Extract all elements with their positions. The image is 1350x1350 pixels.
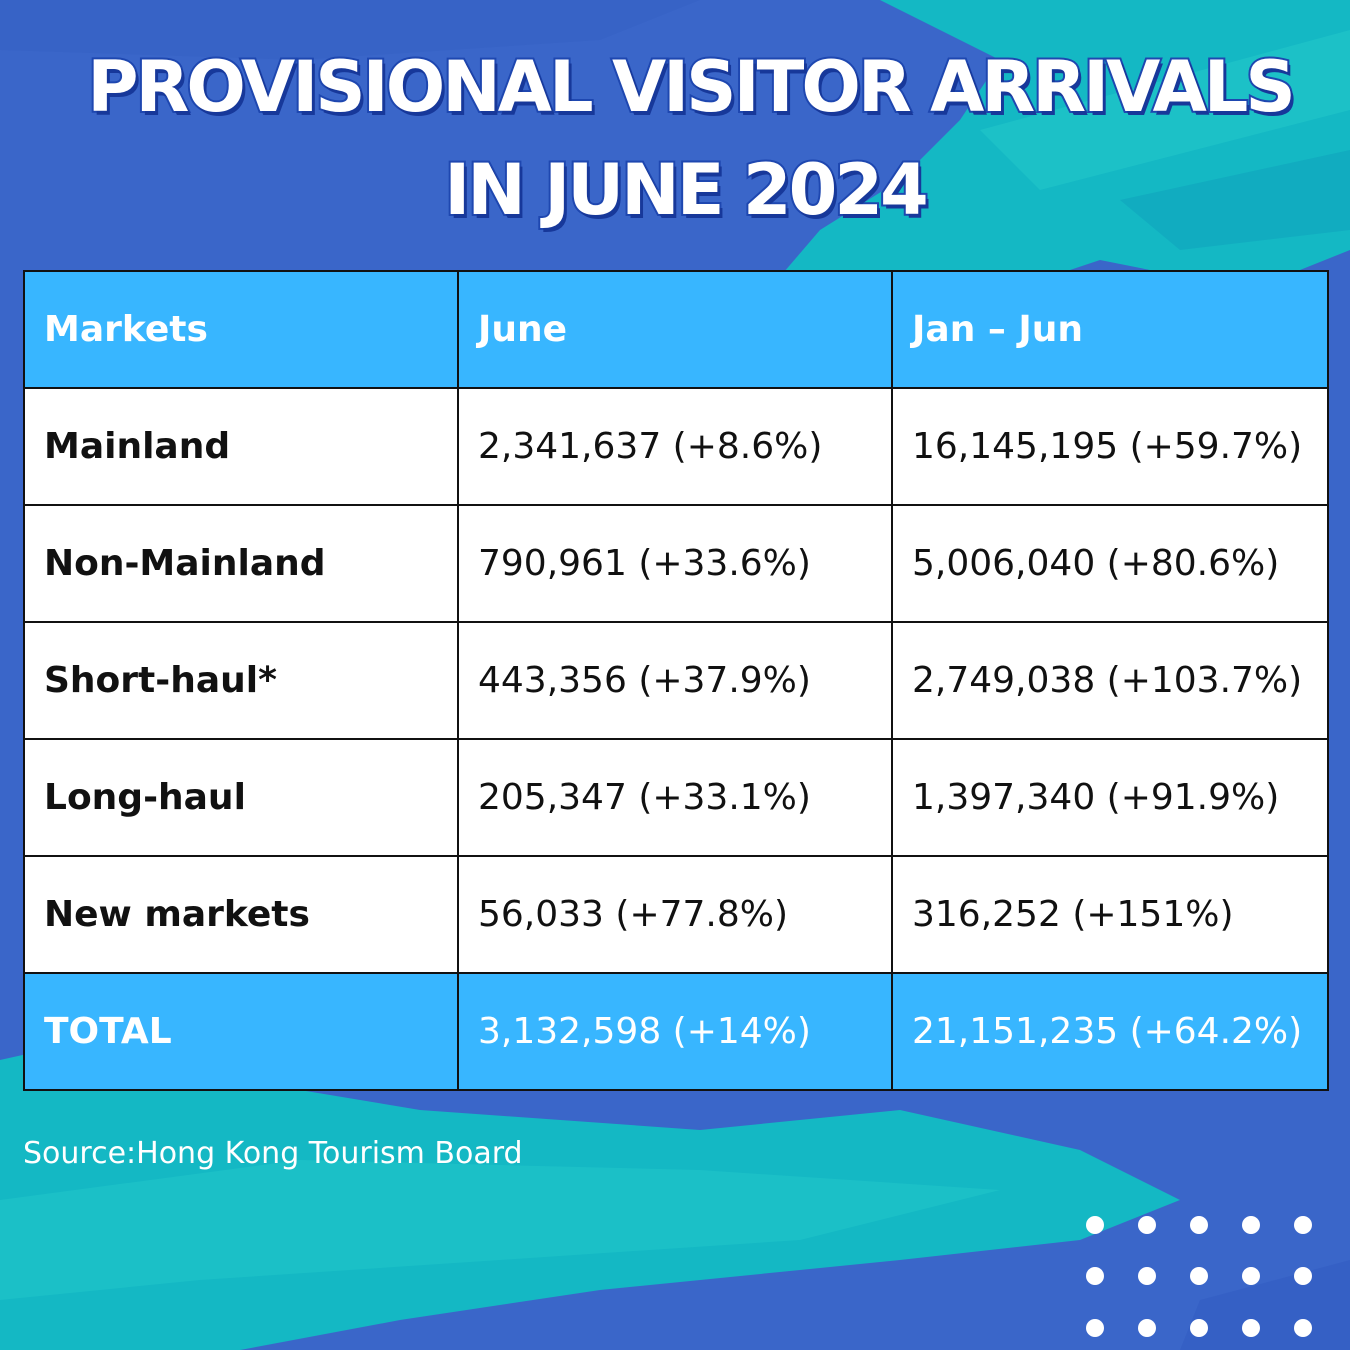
market-cell: New markets [23,855,459,974]
jan-jun-cell: 1,397,340 (+91.9%) [891,738,1329,857]
june-cell: 205,347 (+33.1%) [457,738,893,857]
table-header-row: Markets June Jan – Jun [23,270,1329,389]
decorative-dot-grid [1086,1216,1312,1337]
table-row: New markets 56,033 (+77.8%) 316,252 (+15… [23,855,1329,974]
market-cell: Non-Mainland [23,504,459,623]
header-jan-jun: Jan – Jun [891,270,1329,389]
header-june: June [457,270,893,389]
total-jan-jun-cell: 21,151,235 (+64.2%) [891,972,1329,1091]
june-cell: 2,341,637 (+8.6%) [457,387,893,506]
jan-jun-cell: 2,749,038 (+103.7%) [891,621,1329,740]
jan-jun-cell: 16,145,195 (+59.7%) [891,387,1329,506]
page-title-line-1: PROVISIONAL VISITOR ARRIVALS [85,44,1298,130]
june-cell: 790,961 (+33.6%) [457,504,893,623]
total-june-cell: 3,132,598 (+14%) [457,972,893,1091]
market-cell: Long-haul [23,738,459,857]
table-row: Short-haul* 443,356 (+37.9%) 2,749,038 (… [23,621,1329,740]
market-cell: Mainland [23,387,459,506]
source-note: Source:Hong Kong Tourism Board [23,1136,523,1171]
table-row: Long-haul 205,347 (+33.1%) 1,397,340 (+9… [23,738,1329,857]
june-cell: 56,033 (+77.8%) [457,855,893,974]
table-total-row: TOTAL 3,132,598 (+14%) 21,151,235 (+64.2… [23,972,1329,1091]
visitor-arrivals-table: Markets June Jan – Jun Mainland 2,341,63… [23,270,1329,1091]
table-row: Non-Mainland 790,961 (+33.6%) 5,006,040 … [23,504,1329,623]
jan-jun-cell: 316,252 (+151%) [891,855,1329,974]
total-label-cell: TOTAL [23,972,459,1091]
header-markets: Markets [23,270,459,389]
jan-jun-cell: 5,006,040 (+80.6%) [891,504,1329,623]
table-row: Mainland 2,341,637 (+8.6%) 16,145,195 (+… [23,387,1329,506]
page-title-line-2: IN JUNE 2024 [442,147,930,233]
june-cell: 443,356 (+37.9%) [457,621,893,740]
market-cell: Short-haul* [23,621,459,740]
